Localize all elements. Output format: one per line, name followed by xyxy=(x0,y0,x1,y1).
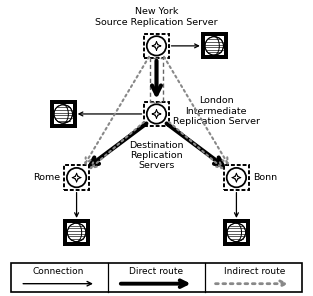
FancyBboxPatch shape xyxy=(225,221,248,244)
FancyBboxPatch shape xyxy=(12,263,301,292)
Text: Indirect route: Indirect route xyxy=(224,267,285,276)
Text: Direct route: Direct route xyxy=(130,267,183,276)
Text: Bonn: Bonn xyxy=(253,173,277,182)
FancyBboxPatch shape xyxy=(144,34,169,58)
Circle shape xyxy=(205,37,223,55)
Text: New York
Source Replication Server: New York Source Replication Server xyxy=(95,7,218,27)
FancyBboxPatch shape xyxy=(224,165,249,190)
FancyBboxPatch shape xyxy=(203,34,226,57)
Circle shape xyxy=(67,168,86,187)
Circle shape xyxy=(67,223,86,242)
FancyBboxPatch shape xyxy=(144,102,169,126)
Text: Connection: Connection xyxy=(33,267,84,276)
FancyBboxPatch shape xyxy=(64,165,89,190)
Circle shape xyxy=(54,105,73,123)
Circle shape xyxy=(227,223,246,242)
Circle shape xyxy=(147,104,166,124)
Circle shape xyxy=(147,36,166,56)
Circle shape xyxy=(227,168,246,187)
Text: London
Intermediate
Replication Server: London Intermediate Replication Server xyxy=(173,96,260,126)
Text: Destination
Replication
Servers: Destination Replication Servers xyxy=(129,141,184,170)
FancyBboxPatch shape xyxy=(52,102,75,126)
FancyBboxPatch shape xyxy=(65,221,88,244)
Text: Rome: Rome xyxy=(33,173,60,182)
